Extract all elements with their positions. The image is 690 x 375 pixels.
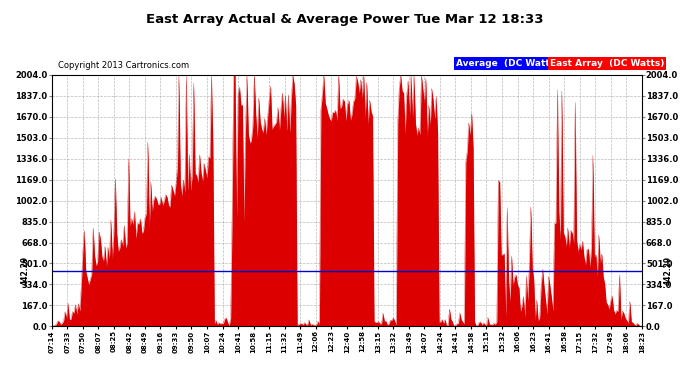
Text: 442.29: 442.29 [664, 256, 673, 285]
Text: Copyright 2013 Cartronics.com: Copyright 2013 Cartronics.com [58, 61, 189, 70]
Text: 442.29: 442.29 [21, 256, 30, 285]
Text: East Array Actual & Average Power Tue Mar 12 18:33: East Array Actual & Average Power Tue Ma… [146, 13, 544, 26]
Text: Average  (DC Watts): Average (DC Watts) [456, 59, 559, 68]
Text: East Array  (DC Watts): East Array (DC Watts) [550, 59, 664, 68]
